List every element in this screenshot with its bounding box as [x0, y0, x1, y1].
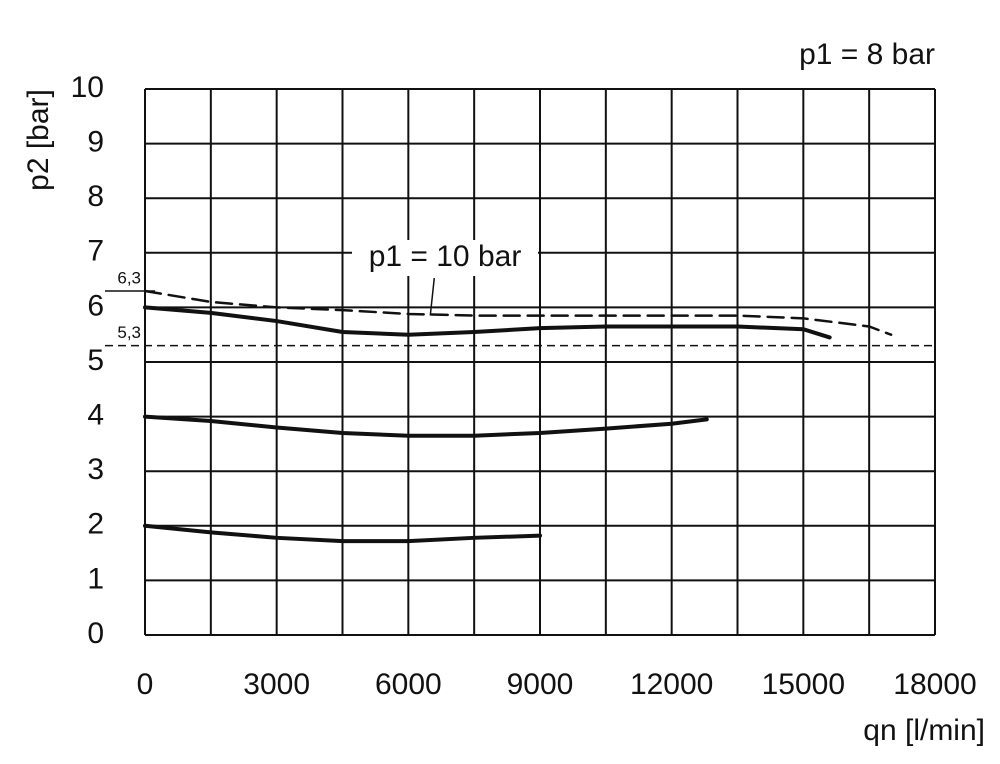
annotation: p1 = 10 bar [369, 240, 522, 273]
x-tick-label: 3000 [243, 668, 310, 701]
y-tick-label: 5 [87, 344, 104, 377]
reference-label: 6,3 [117, 269, 141, 288]
x-tick-label: 15000 [762, 668, 845, 701]
y-tick-label: 8 [87, 180, 104, 213]
x-tick-label: 9000 [507, 668, 574, 701]
y-tick-label: 9 [87, 126, 104, 159]
y-tick-label: 7 [87, 235, 104, 268]
y-tick-label: 2 [87, 508, 104, 541]
x-tick-label: 6000 [375, 668, 442, 701]
y-tick-label: 3 [87, 453, 104, 486]
x-tick-label: 18000 [893, 668, 976, 701]
annotation: p1 = 8 bar [799, 38, 935, 71]
line-series [143, 523, 542, 544]
label-bg [352, 240, 538, 276]
y-tick-label: 0 [87, 617, 104, 650]
reference-label: 5,3 [117, 323, 141, 342]
y-tick-label: 1 [87, 562, 104, 595]
x-tick-label: 12000 [630, 668, 713, 701]
x-axis-label: qn [l/min] [863, 714, 985, 747]
y-tick-label: 10 [71, 71, 104, 104]
line-series [143, 289, 893, 336]
leader-line [429, 277, 436, 316]
line-series [143, 414, 709, 438]
line-series [143, 305, 832, 340]
y-tick-label: 6 [87, 289, 104, 322]
x-tick-label: 0 [137, 668, 154, 701]
y-axis-label: p2 [bar] [22, 89, 55, 191]
y-tick-label: 4 [87, 399, 104, 432]
